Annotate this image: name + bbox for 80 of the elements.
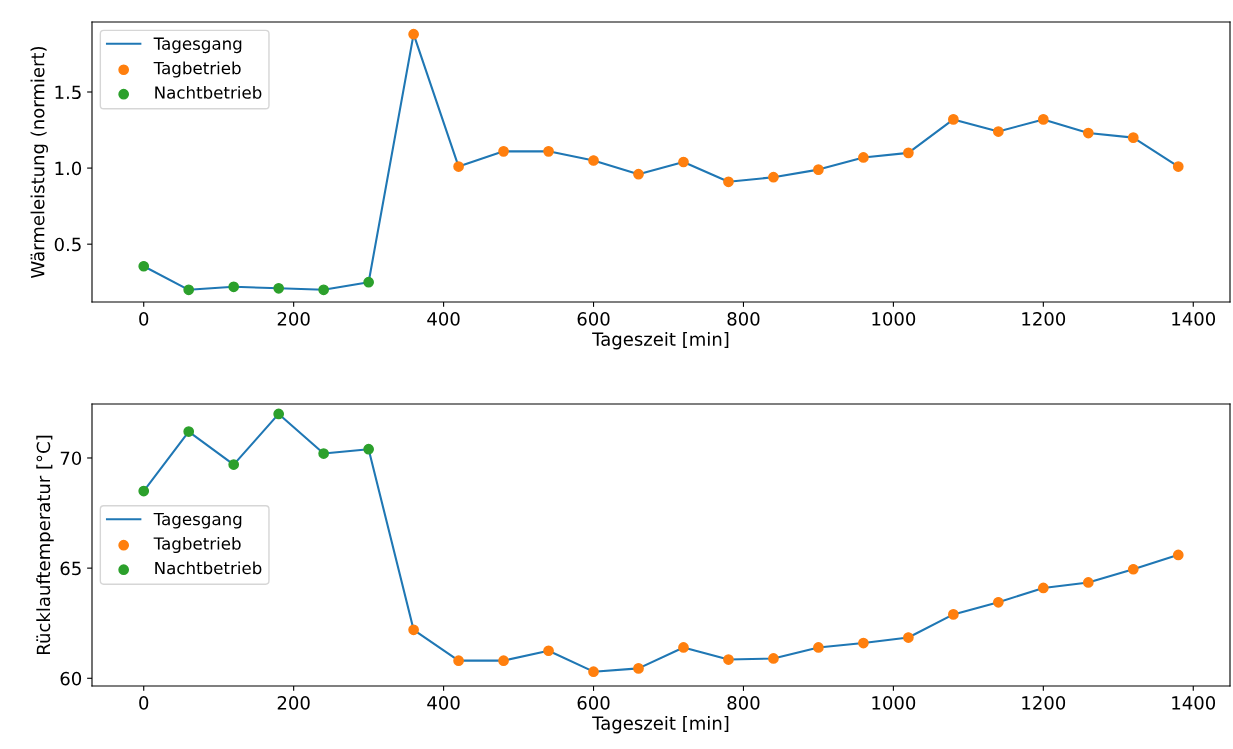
point <box>678 156 689 168</box>
point <box>768 171 779 183</box>
point <box>498 145 509 157</box>
point <box>1127 132 1139 144</box>
y-tick-label: 65 <box>60 561 81 576</box>
point <box>858 152 869 163</box>
x-tick-label: 200 <box>277 696 310 710</box>
point <box>992 126 1004 137</box>
point <box>453 655 464 667</box>
point <box>228 281 240 293</box>
point <box>228 459 240 470</box>
y-tick-label: 1.0 <box>55 161 82 176</box>
legend-label: Tagbetrieb <box>153 536 241 554</box>
x-tick-label: 1200 <box>1022 696 1066 710</box>
x-tick-label: 600 <box>577 312 610 326</box>
legend-label: Nachtbetrieb <box>155 561 262 575</box>
point <box>633 168 644 180</box>
point <box>1037 582 1049 594</box>
x-tick-label: 0 <box>139 312 149 326</box>
point <box>723 176 734 188</box>
point <box>1172 549 1184 561</box>
legend-label: Nachtbetrieb <box>155 85 262 99</box>
y-tick-label: 60 <box>60 671 82 686</box>
x-tick-label: 1000 <box>872 312 916 326</box>
y-tick-label: 70 <box>60 451 82 466</box>
point <box>992 596 1004 608</box>
point <box>138 485 150 497</box>
point <box>813 642 824 653</box>
x-tick-label: 0 <box>139 696 149 710</box>
x-tick-label: 1400 <box>1172 696 1216 710</box>
point <box>138 260 150 272</box>
point <box>273 408 285 420</box>
x-tick-label: 600 <box>577 696 610 710</box>
x-tick-label: 1000 <box>872 696 916 710</box>
point <box>1037 114 1049 125</box>
point <box>318 284 330 296</box>
point <box>1082 127 1094 139</box>
point <box>543 145 554 157</box>
point <box>543 645 554 657</box>
x-tick-label: 1200 <box>1022 312 1066 326</box>
x-tick-label: 200 <box>277 312 310 326</box>
point <box>1172 161 1184 172</box>
x-tick-label: 400 <box>427 312 460 326</box>
point <box>903 632 914 643</box>
point <box>408 28 419 40</box>
point <box>633 663 644 674</box>
y-tick-label: 0.5 <box>54 237 81 252</box>
point <box>453 161 464 172</box>
legend-label: Tagesgang <box>153 512 242 529</box>
point <box>723 654 734 665</box>
point <box>858 637 869 649</box>
point <box>588 155 599 166</box>
x-axis-title: Tageszeit [min] <box>592 331 729 350</box>
point <box>813 164 824 175</box>
legend-label: Tagbetrieb <box>153 61 241 78</box>
x-tick-label: 800 <box>727 312 760 326</box>
point <box>183 284 195 296</box>
x-tick-label: 800 <box>727 696 760 710</box>
point <box>768 653 779 664</box>
point <box>498 655 509 667</box>
point <box>363 443 374 455</box>
y-axis-title: Wärmeleistung (normiert) <box>30 46 49 278</box>
point <box>318 448 330 459</box>
point <box>588 666 599 678</box>
point <box>408 624 419 636</box>
point <box>948 114 959 125</box>
legend-label: Tagesgang <box>153 37 242 54</box>
x-tick-label: 1400 <box>1172 312 1216 326</box>
point <box>903 147 914 159</box>
point <box>1082 577 1094 588</box>
point <box>363 276 374 288</box>
point <box>183 426 195 437</box>
x-tick-label: 400 <box>427 696 460 710</box>
point <box>1127 563 1139 575</box>
point <box>948 609 959 620</box>
x-axis-title: Tageszeit [min] <box>592 715 729 734</box>
y-axis-title: Rücklauftemperatur [°C] <box>36 435 54 654</box>
point <box>273 282 285 294</box>
point <box>678 642 689 653</box>
y-tick-label: 1.5 <box>55 85 81 100</box>
